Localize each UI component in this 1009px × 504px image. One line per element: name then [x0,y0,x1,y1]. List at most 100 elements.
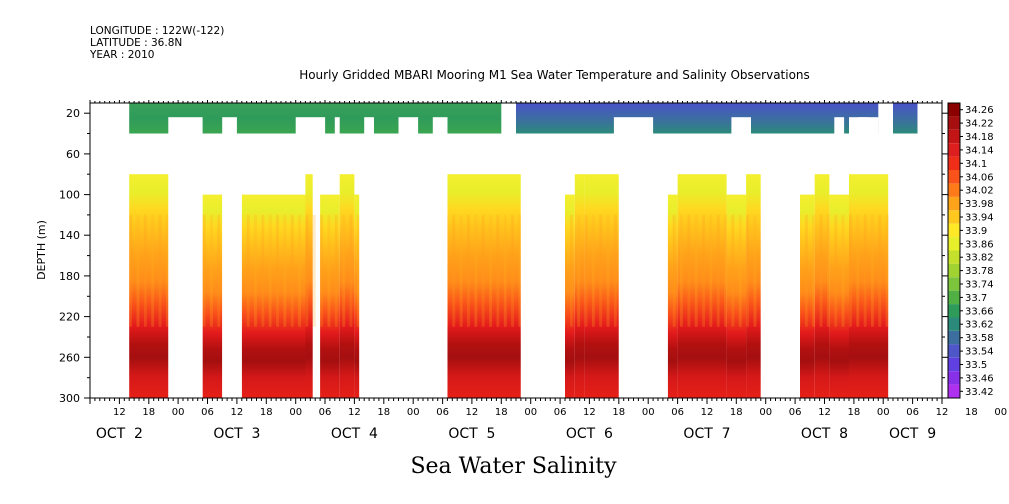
surface-gap [364,117,374,135]
surface-gap [222,117,237,135]
salinity-block-deep [814,174,830,398]
salinity-block-deep [305,174,313,398]
colorbar-swatch [948,250,960,264]
salinity-streak [217,214,221,327]
data-gap [618,169,668,398]
year-label: YEAR : 2010 [90,49,155,61]
salinity-block-deep [241,194,306,398]
data-gap [222,169,242,398]
surface-gap [858,117,879,135]
salinity-streak [731,214,735,327]
x-tick-label: 06 [436,407,449,418]
salinity-streak [841,214,845,327]
salinity-streak [885,214,889,327]
salinity-block-deep [800,194,815,398]
x-tick-label: 06 [554,407,567,418]
colorbar-label: 33.54 [965,347,994,358]
data-gap [520,169,565,398]
colorbar-label: 33.62 [965,320,994,331]
salinity-block-deep [447,174,521,398]
colorbar-swatch [948,357,960,372]
colorbar-swatch [948,384,960,398]
x-tick-label: 06 [201,407,214,418]
salinity-streak [143,214,147,327]
x-tick-label: 00 [407,407,420,418]
surface-gap [432,117,448,135]
salinity-streak [871,214,874,327]
salinity-streak [856,214,860,327]
x-tick-label: 06 [906,407,919,418]
x-tick-label: 00 [877,407,890,418]
y-tick-label: 180 [59,270,80,283]
salinity-streak [474,214,478,327]
colorbar-label: 34.26 [965,105,994,116]
salinity-block-deep [677,174,727,398]
colorbar-swatch [948,116,960,130]
colorbar-label: 33.58 [965,333,994,344]
x-tick-label: 12 [348,407,361,418]
salinity-block-deep [667,194,678,398]
colorbar-swatch [948,263,960,278]
x-tick-label: 18 [612,407,625,418]
x-tick-label: 18 [142,407,155,418]
colorbar-label: 34.22 [965,119,994,130]
salinity-block-deep [584,174,619,398]
colorbar-swatch [948,331,960,345]
colorbar-swatch [948,290,960,305]
colorbar-label: 33.94 [965,213,994,224]
salinity-streak [812,214,816,327]
salinity-streak [158,214,162,327]
x-tick-label: 00 [289,407,302,418]
surface-gap [834,117,845,135]
x-tick-label: 18 [730,407,743,418]
surface-gap [334,117,340,135]
salinity-streak [591,214,595,327]
salinity-streak [687,214,691,327]
salinity-streak [489,214,492,327]
salinity-streak [165,214,169,327]
salinity-block-deep [849,174,889,398]
salinity-streak [283,214,287,327]
colorbar-label: 34.06 [965,172,994,183]
salinity-block-deep [565,194,575,398]
salinity-block-deep [354,194,360,398]
salinity-streak [849,214,852,327]
salinity-streak [716,214,720,327]
surface-gap [731,117,751,135]
colorbar-label: 33.86 [965,239,994,250]
salinity-streak [481,214,485,327]
y-tick-label: 60 [66,148,80,161]
salinity-streak [819,214,823,327]
colorbar-label: 34.14 [965,145,994,156]
salinity-streak [518,214,522,327]
salinity-block-deep [202,194,223,398]
colorbar-swatch [948,317,960,331]
salinity-streak [129,214,133,327]
salinity-streak [863,214,867,327]
date-label: OCT 3 [213,426,260,442]
salinity-block-deep [726,194,747,398]
colorbar-swatch [948,371,960,385]
y-axis-label: DEPTH (m) [35,220,48,280]
colorbar-label: 33.9 [965,226,987,237]
colorbar-label: 34.1 [965,159,987,170]
x-tick-label: 06 [671,407,684,418]
salinity-streak [569,214,573,327]
colorbar-swatch [948,277,960,291]
x-tick-label: 18 [495,407,508,418]
surface-gap [168,117,203,135]
x-tick-label: 00 [642,407,655,418]
x-tick-label: 12 [466,407,479,418]
x-tick-label: 12 [583,407,596,418]
salinity-streak [613,214,617,327]
salinity-streak [261,214,265,327]
x-tick-label: 12 [231,407,244,418]
surface-gap [295,117,326,135]
colorbar-swatch [948,237,960,251]
latitude-label: LATITUDE : 36.8N [90,37,183,49]
date-label: OCT 5 [448,426,495,442]
salinity-streak [503,214,507,327]
salinity-block-deep [129,174,169,398]
colorbar-label: 34.18 [965,132,994,143]
